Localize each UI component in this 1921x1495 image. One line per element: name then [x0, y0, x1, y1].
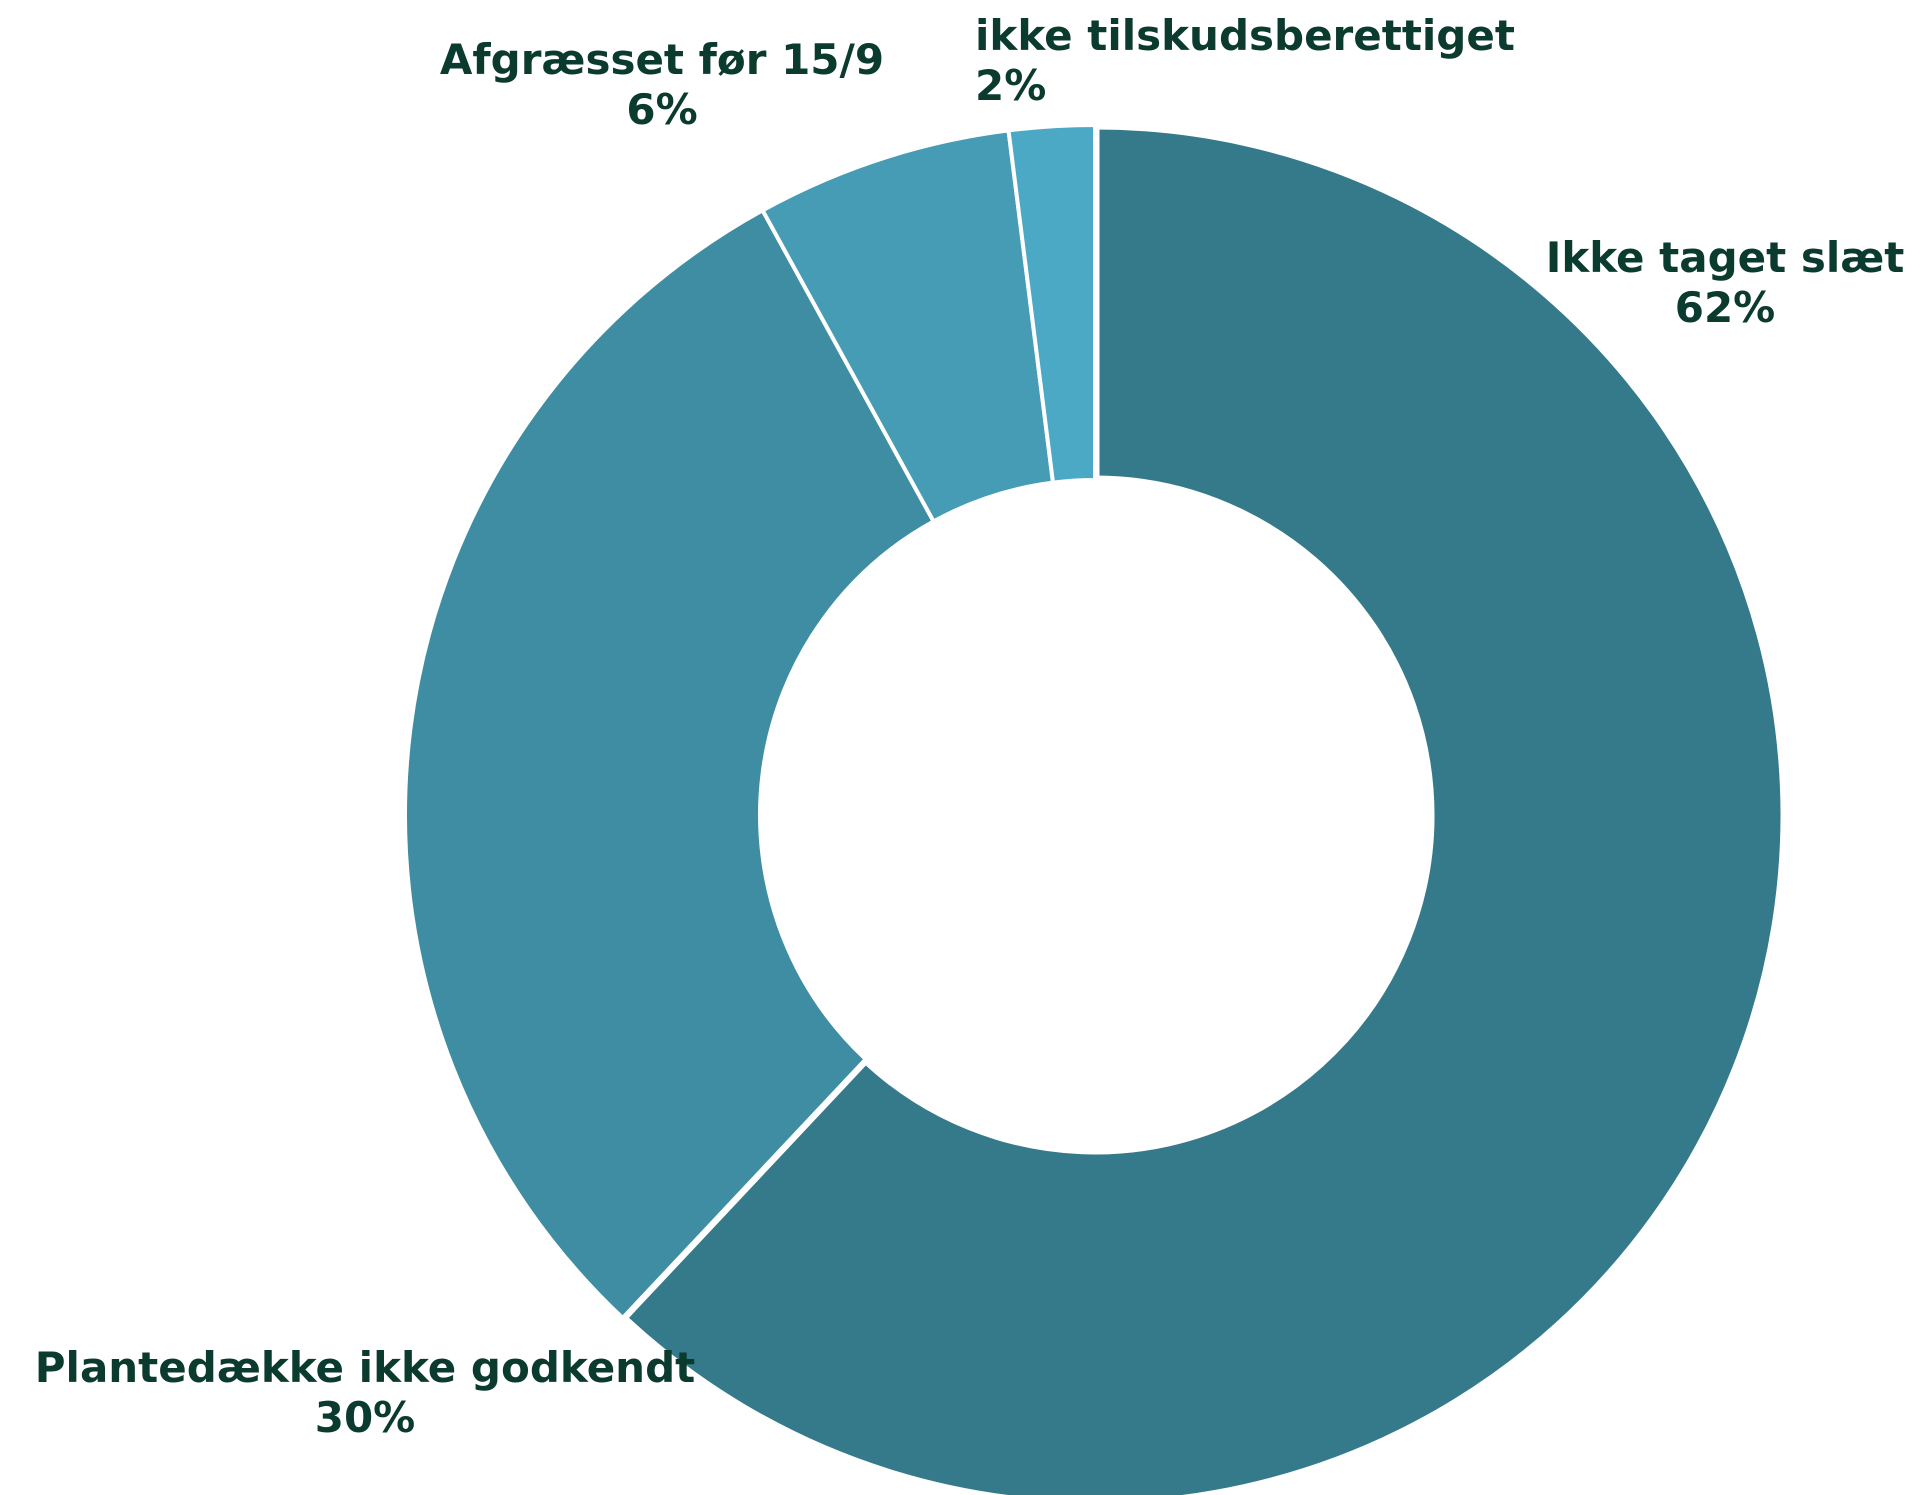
- donut-slice: [1006, 122, 1097, 485]
- slice-value-label: 62%: [1675, 283, 1776, 332]
- donut-slice: [402, 207, 937, 1321]
- donut-slice: [616, 120, 1790, 1495]
- donut-slices: [402, 120, 1790, 1495]
- slice-label: Ikke taget slæt: [1546, 233, 1905, 282]
- slice-label: Afgræsset før 15/9: [440, 35, 884, 84]
- slice-label: Plantedække ikke godkendt: [35, 1343, 695, 1392]
- slice-value-label: 6%: [626, 85, 697, 134]
- slice-value-label: 30%: [315, 1393, 416, 1442]
- slice-value-label: 2%: [975, 61, 1046, 110]
- slice-label: ikke tilskudsberettiget: [975, 11, 1515, 60]
